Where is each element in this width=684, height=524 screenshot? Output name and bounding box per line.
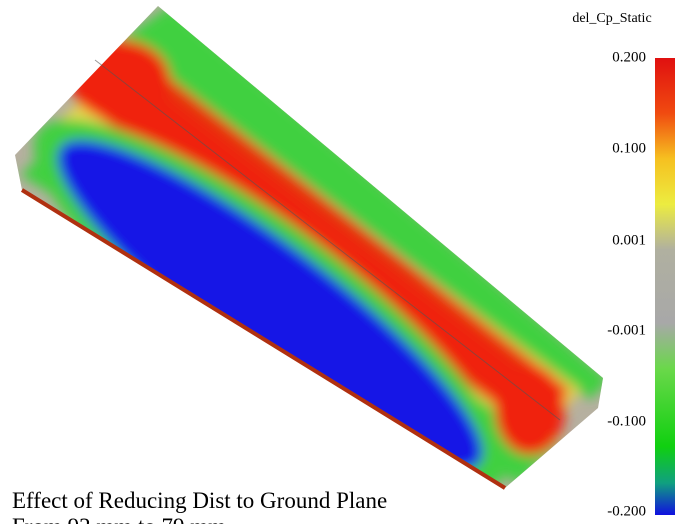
colorbar-tick-label: -0.200 — [607, 503, 646, 519]
colorbar-tick-label: 0.200 — [612, 49, 646, 65]
visualization: del_Cp_Static 0.200 0.100 0.001 -0.001 -… — [0, 0, 684, 524]
colorbar-tick-label: -0.100 — [607, 413, 646, 429]
colorbar — [655, 58, 675, 515]
colorbar-tick-label: 0.100 — [612, 140, 646, 156]
caption-line: Effect of Reducing Dist to Ground Plane — [12, 488, 387, 513]
colorbar-tick-label: 0.001 — [612, 232, 646, 248]
colorbar-title: del_Cp_Static — [572, 11, 651, 26]
colorbar-tick-label: -0.001 — [607, 322, 646, 338]
caption-line: From 92 mm to 79 mm — [12, 514, 226, 524]
page: del_Cp_Static 0.200 0.100 0.001 -0.001 -… — [0, 0, 684, 524]
wing-surface — [0, 5, 610, 524]
